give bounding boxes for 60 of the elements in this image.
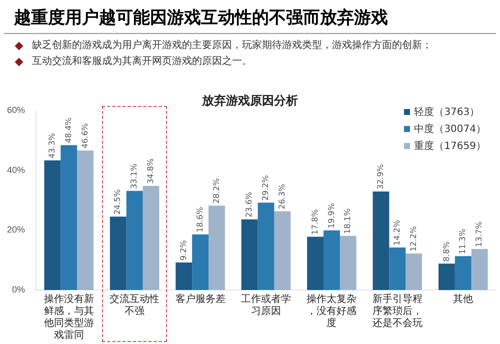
data-label: 12.2% (408, 226, 418, 252)
chart-subtitle: 放弃游戏原因分析 (201, 94, 298, 108)
y-tick-label: 20% (7, 224, 26, 235)
data-label: 17.8% (310, 208, 320, 235)
bar (438, 264, 455, 290)
data-label: 48.4% (64, 117, 73, 144)
data-label: 24.5% (113, 188, 122, 215)
x-tick-label: 新手引导程序繁琐后，还是不会玩 (372, 292, 422, 329)
bar (454, 256, 472, 290)
bar (241, 219, 258, 290)
x-tick-label: 客户服务差 (175, 292, 226, 305)
bar (324, 230, 340, 290)
data-label: 13.7% (474, 221, 484, 247)
bar (208, 206, 225, 290)
data-label: 46.6% (80, 122, 90, 149)
y-tick-label: 60% (7, 104, 26, 115)
chart-title: 越重度用户越可能因游戏互动性的不强而放弃游戏 (4, 0, 496, 34)
data-label: 18.6% (195, 206, 204, 232)
x-tick-label: 交流互动性不强 (110, 292, 160, 317)
data-label: 14.2% (392, 220, 402, 246)
x-tick-label: 操作没有新鲜感，与其他同类型游戏雷同 (44, 292, 94, 341)
bar (406, 253, 422, 290)
bar (389, 247, 406, 290)
y-tick-label: 0% (12, 284, 26, 294)
data-label: 8.8% (442, 240, 451, 262)
bar (258, 202, 274, 290)
data-label: 28.2% (212, 178, 221, 204)
x-tick-label: 其他 (453, 292, 474, 305)
bar (372, 192, 390, 290)
text: 缺乏创新的游戏成为用户离开游戏的主要原因，玩家期待游戏类型，游戏操作方面的创新； (32, 38, 432, 53)
bar (176, 262, 192, 290)
data-label: 32.9% (376, 164, 386, 190)
bar (192, 234, 209, 290)
bar (340, 236, 356, 290)
data-label: 26.3% (278, 183, 287, 210)
x-tick-label: 操作太复杂，没有好感度 (306, 292, 357, 329)
x-tick-label: 工作或者学习原因 (241, 292, 292, 317)
bar (142, 186, 160, 290)
bar (60, 145, 78, 290)
data-label: 11.3% (458, 228, 468, 254)
bar (44, 160, 61, 290)
data-label: 29.2% (261, 174, 270, 201)
bar (77, 150, 94, 290)
bar (110, 216, 126, 290)
y-tick-label: 40% (7, 164, 26, 175)
data-label: 34.8% (146, 158, 156, 184)
data-label: 43.3% (48, 132, 57, 158)
legend-label: 中度（30074） (414, 124, 486, 135)
data-label: 19.9% (326, 202, 336, 228)
text: 互动交流和客服成为其离开网页游戏的原因之一。 (32, 54, 252, 69)
data-label: 33.1% (130, 163, 139, 189)
data-label: 9.2% (178, 240, 188, 260)
legend-label: 重度（17659） (414, 141, 486, 152)
bar (307, 236, 324, 290)
legend-label: 轻度（3763） (414, 107, 480, 118)
data-label: 23.6% (244, 192, 254, 218)
bar (126, 190, 143, 290)
bar (471, 248, 488, 290)
data-label: 18.1% (343, 208, 352, 234)
bar (274, 211, 291, 290)
